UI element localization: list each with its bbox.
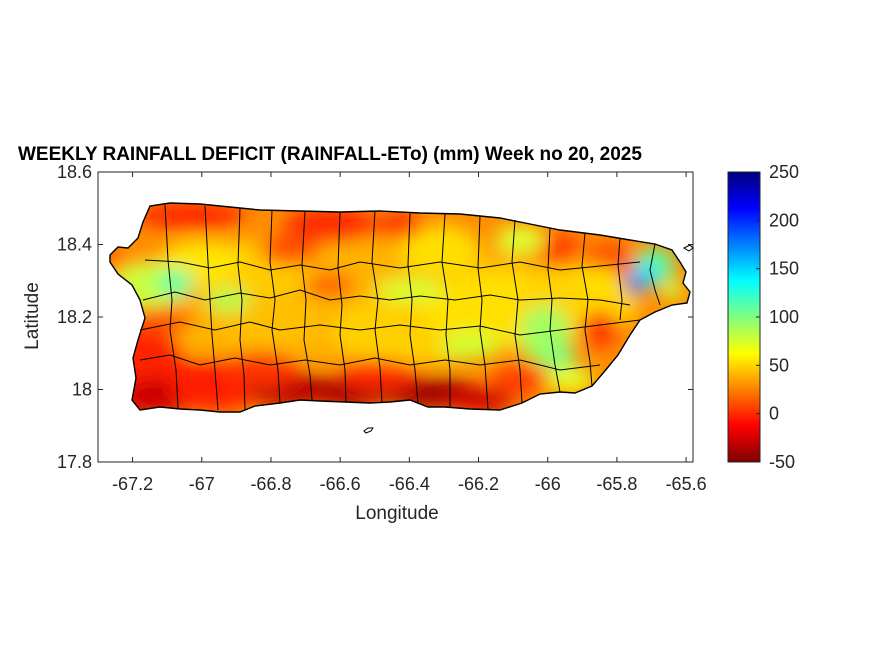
field-patch [490, 365, 550, 395]
field-patch [305, 273, 355, 297]
municipality-boundary [237, 207, 246, 411]
x-tick-label: -65.8 [596, 474, 637, 494]
field-patch [580, 312, 620, 348]
field-patch [110, 248, 122, 268]
field-patch [206, 288, 250, 312]
municipality-boundary [269, 209, 281, 404]
field-patch [220, 352, 300, 388]
y-axis-label: Latitude [22, 282, 43, 350]
caja-de-muertos-islet [363, 427, 374, 434]
x-tick-label: -66.8 [250, 474, 291, 494]
municipality-boundary [581, 232, 593, 387]
municipality-boundary [301, 210, 313, 401]
y-tick-label: 18.6 [57, 162, 92, 182]
y-tick-label: 18.2 [57, 307, 92, 327]
field-patch [540, 232, 580, 268]
x-tick-label: -67.2 [112, 474, 153, 494]
x-axis-label: Longitude [355, 503, 439, 524]
municipality-boundary [204, 205, 219, 411]
colorbar-tick-label: -50 [769, 452, 795, 472]
y-tick-label: 17.8 [57, 452, 92, 472]
colorbar-tick-label: 200 [769, 210, 799, 230]
municipality-boundary [649, 243, 661, 306]
x-tick-label: -65.6 [666, 474, 707, 494]
colorbar-tick-label: 50 [769, 355, 789, 375]
field-patch [157, 269, 193, 297]
municipality-boundary [142, 289, 631, 306]
municipality-boundary [407, 212, 419, 405]
municipality-boundary [164, 204, 179, 409]
x-tick-label: -67 [189, 474, 215, 494]
x-tick-label: -66 [535, 474, 561, 494]
x-tick-label: -66.6 [320, 474, 361, 494]
field-patch [375, 213, 425, 237]
colorbar [727, 171, 761, 463]
municipality-boundary [144, 259, 641, 271]
municipality-boundary [617, 237, 623, 321]
field-patch [545, 368, 595, 392]
island-outline [109, 202, 691, 413]
municipality-boundary [441, 213, 451, 407]
colorbar-tick-label: 250 [769, 162, 799, 182]
municipality-boundary [139, 319, 641, 336]
municipality-boundary [139, 354, 601, 371]
field-patch [495, 225, 545, 255]
field-patch [626, 280, 638, 292]
field-patch [260, 235, 320, 265]
map-title: WEEKLY RAINFALL DEFICIT (RAINFALL-ETo) (… [18, 144, 642, 165]
x-tick-label: -66.4 [389, 474, 430, 494]
field-patch [375, 278, 445, 302]
municipality-boundary [337, 211, 347, 403]
field-patch [285, 207, 375, 243]
y-tick-label: 18 [72, 380, 92, 400]
colorbar-tick-label: 0 [769, 404, 779, 424]
field-patch [135, 203, 245, 229]
field-patch [580, 267, 620, 297]
y-axis-ticks: 17.8 18 18.2 18.4 18.6 [57, 162, 693, 472]
east-islet [682, 244, 694, 252]
municipality-boundaries [139, 204, 661, 411]
colorbar-ticks: -50 0 50 100 150 200 250 [756, 162, 799, 472]
municipality-boundary [477, 215, 489, 410]
y-tick-label: 18.4 [57, 235, 92, 255]
field-patch [440, 331, 500, 359]
field-patch [445, 388, 515, 412]
colorbar-tick-label: 150 [769, 259, 799, 279]
field-patch [400, 225, 480, 275]
x-axis-ticks: -67.2 -67 -66.8 -66.6 -66.4 -66.2 -66 -65.8 -65.… [112, 172, 707, 494]
colorbar-tick-label: 100 [769, 307, 799, 327]
x-tick-label: -66.2 [458, 474, 499, 494]
municipality-boundary [511, 219, 523, 404]
municipality-boundary [371, 210, 383, 404]
field-patch [545, 345, 575, 375]
field-patch [660, 280, 684, 300]
municipality-boundary [547, 227, 561, 393]
